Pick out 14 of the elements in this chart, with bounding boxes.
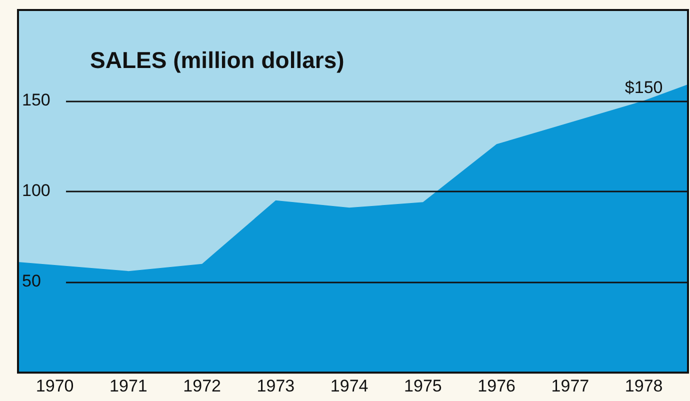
- y-tick-label: 100: [22, 180, 50, 200]
- x-tick-label: 1977: [551, 376, 590, 396]
- x-tick-label: 1971: [110, 376, 148, 396]
- annotation: $150: [624, 78, 663, 97]
- x-tick-label: 1973: [256, 376, 295, 396]
- y-tick-label: 150: [22, 90, 50, 110]
- x-tick-label: 1975: [404, 376, 442, 396]
- text: SALES (million dollars): [90, 47, 344, 73]
- x-tick-label: 1976: [478, 376, 516, 396]
- x-tick-label: 1974: [330, 376, 368, 396]
- x-tick-label: 1978: [624, 376, 663, 396]
- x-tick-label: 1972: [183, 376, 221, 396]
- x-tick-label: 1970: [36, 376, 74, 396]
- y-tick-label: 50: [22, 272, 41, 291]
